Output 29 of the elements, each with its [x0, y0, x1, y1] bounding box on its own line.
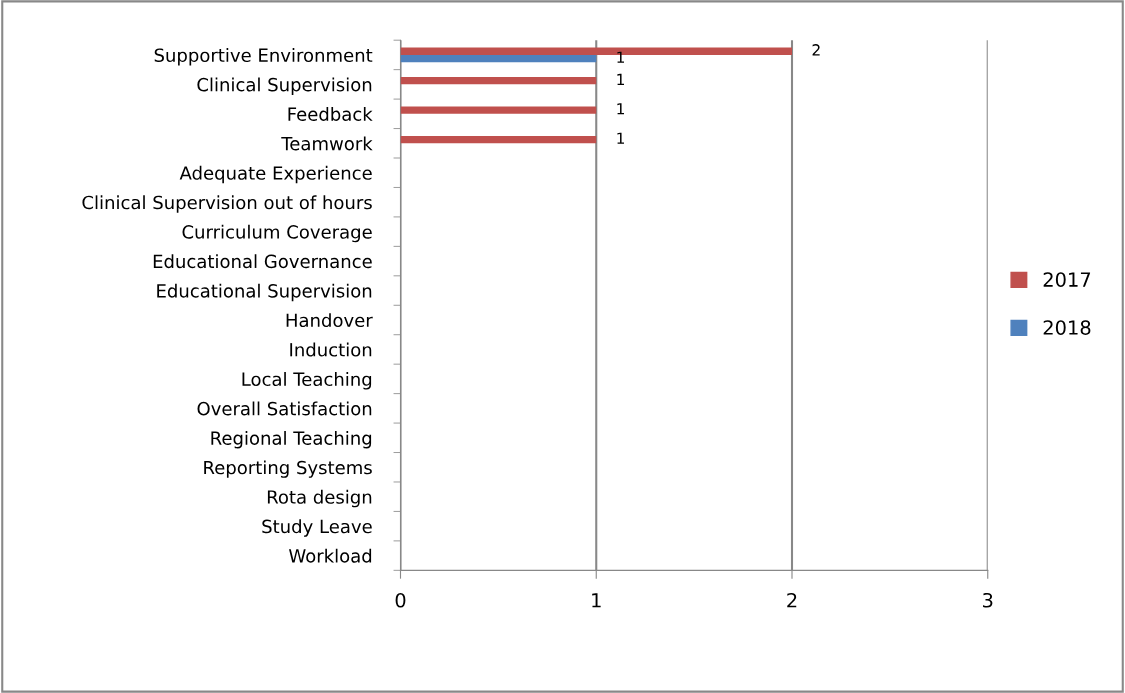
y-tick-label: Overall Satisfaction: [197, 401, 372, 416]
y-tick-label: Clinical Supervision: [197, 77, 372, 95]
data-label: 1: [617, 51, 624, 63]
y-tick-label: Local Teaching: [242, 372, 372, 390]
y-tick-label: Handover: [286, 313, 373, 328]
y-tick-label: Workload: [289, 548, 372, 563]
y-tick-label: Teamwork: [281, 136, 373, 151]
legend-label: 2017: [1043, 272, 1091, 287]
y-tick-label: Regional Teaching: [211, 430, 372, 449]
y-tick-label: Educational Supervision: [157, 283, 372, 302]
x-tick-label: 3: [983, 592, 993, 608]
y-tick-label: Study Leave: [262, 519, 372, 537]
y-tick-label: Educational Governance: [153, 254, 372, 269]
x-tick-label: 0: [395, 592, 406, 608]
y-tick-label: Reporting Systems: [204, 460, 372, 478]
y-tick-label: Rota design: [267, 489, 372, 508]
y-tick-label: Adequate Experience: [179, 165, 372, 184]
data-label: 1: [617, 132, 624, 144]
y-tick-label: Curriculum Coverage: [182, 224, 372, 243]
data-label: 2: [812, 44, 820, 56]
x-tick-label: 1: [592, 593, 601, 608]
y-tick-label: Feedback: [288, 106, 373, 121]
y-tick-label: Induction: [290, 342, 372, 357]
data-label: 1: [617, 73, 624, 85]
y-tick-label: Supportive Environment: [154, 48, 373, 66]
x-tick-label: 2: [787, 592, 797, 608]
legend-label: 2018: [1043, 320, 1091, 335]
y-tick-label: Clinical Supervision out of hours: [82, 195, 372, 213]
data-label: 1: [617, 103, 624, 115]
